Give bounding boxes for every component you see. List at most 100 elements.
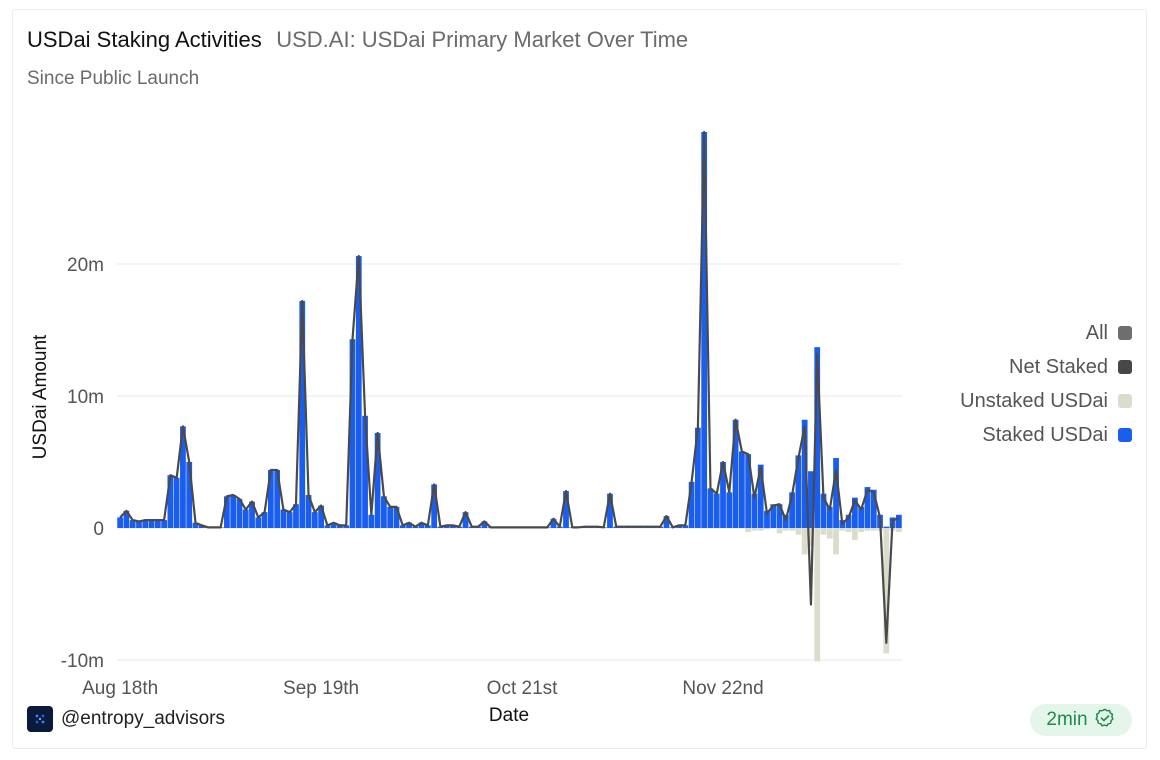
y-axis-title: USDai Amount [30,334,51,459]
staked-bar [286,512,293,528]
unstaked-bar [757,528,764,531]
legend-item-all[interactable]: All [960,316,1132,350]
staked-bar [267,469,274,528]
staked-bar [701,132,708,528]
unstaked-bar [808,528,814,547]
staked-bar [242,509,249,528]
staked-bar [795,455,802,528]
unstaked-bar [826,528,833,539]
staked-bar [123,510,130,528]
staked-bar [738,451,745,528]
unstaked-bar [852,528,858,540]
staked-bar [776,504,783,528]
legend-item-staked[interactable]: Staked USDai [960,418,1132,452]
staked-bar [161,520,167,528]
staked-bar [236,498,243,528]
staked-bar [173,477,180,528]
square-swatch-icon [1118,428,1132,442]
legend-label: All [1085,321,1108,344]
staked-bar [852,497,858,528]
unstaked-bar [795,528,802,535]
staked-bar [443,525,450,528]
chart-subtitle: USD.AI: USDai Primary Market Over Time [276,27,689,52]
legend-item-net-staked[interactable]: Net Staked [960,350,1132,384]
staked-bar [311,512,318,528]
staked-bar [180,426,186,528]
staked-bar [764,510,770,528]
staked-bar [393,506,400,528]
staked-bar [726,492,733,528]
staked-bar [117,517,124,528]
unstaked-bar [764,528,770,530]
author-handle: @entropy_advisors [61,708,225,729]
staked-bar [895,514,902,528]
staked-bar [280,509,287,528]
author-link[interactable]: @entropy_advisors [27,706,225,732]
staked-bar [343,525,350,528]
staked-bar [368,514,375,528]
staked-bar [883,526,890,528]
staked-bar [230,495,237,528]
staked-bar [186,462,193,528]
staked-bar [450,525,456,528]
legend-label: Net Staked [1009,355,1108,378]
square-swatch-icon [1118,326,1132,340]
x-tick-label: Nov 22nd [682,678,763,699]
staked-bar [826,506,833,528]
staked-bar [864,487,871,528]
staked-bar [770,504,777,528]
staked-bar [789,492,795,528]
square-swatch-icon [1118,394,1132,408]
staked-bar [713,493,720,528]
staked-bar [381,496,387,528]
staked-bar [801,419,808,528]
verified-check-icon [1094,707,1116,734]
chart-title: USDai Staking Activities [27,27,262,52]
unstaked-bar [864,528,871,531]
unstaked-bar [845,528,852,532]
staked-bar [387,506,394,528]
staked-bar [663,516,670,528]
unstaked-bar [751,528,758,531]
staked-bar [142,520,149,528]
unstaked-bar [895,528,902,532]
staked-bar [732,419,739,528]
y-tick-label: 0 [93,519,104,540]
staked-bar [720,462,726,528]
x-tick-label: Aug 18th [82,678,158,699]
y-tick-label: 20m [67,255,104,276]
staked-bar [814,347,821,528]
staked-bar [481,521,488,528]
staked-bar [820,493,827,528]
staked-bar [154,520,161,528]
square-swatch-icon [1118,360,1132,374]
staked-bar [324,525,331,528]
title-row: USDai Staking Activities USD.AI: USDai P… [27,27,688,53]
staked-bar [550,518,557,528]
staked-bar [563,491,569,528]
staked-bar [330,522,337,528]
staked-bar [757,464,764,528]
x-tick-label: Sep 19th [283,678,359,699]
staked-bar [224,496,230,528]
x-axis-title: Date [489,705,529,726]
staked-bar [745,454,752,528]
net-staked-line [119,130,900,644]
unstaked-bar [820,528,827,535]
staked-bar [707,488,714,528]
staked-bar [406,522,412,528]
staked-bar [751,493,758,528]
staked-bar [274,469,281,528]
staked-bar [695,427,701,528]
staked-bar [858,506,865,528]
staked-bar [833,458,839,528]
legend-item-unstaked[interactable]: Unstaked USDai [960,384,1132,418]
freshness-label: 2min [1046,709,1088,730]
staked-bar [682,525,689,528]
staked-bar [462,512,469,528]
legend: All Net Staked Unstaked USDai Staked USD… [960,316,1132,452]
x-tick-label: Oct 21st [487,678,558,699]
staked-bar [337,525,343,528]
unstaked-bar [801,528,808,555]
freshness-badge[interactable]: 2min [1030,704,1132,736]
